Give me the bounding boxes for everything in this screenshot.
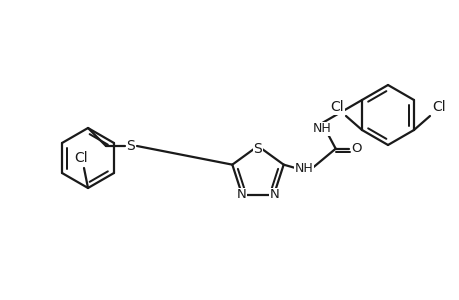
Text: S: S [253,142,262,156]
Text: Cl: Cl [330,100,343,114]
Text: Cl: Cl [431,100,445,114]
Text: Cl: Cl [74,151,88,165]
Text: N: N [269,188,279,201]
Text: NH: NH [312,122,330,135]
Text: O: O [351,142,361,155]
Text: S: S [126,139,135,153]
Text: N: N [236,188,246,201]
Text: NH: NH [294,162,313,175]
